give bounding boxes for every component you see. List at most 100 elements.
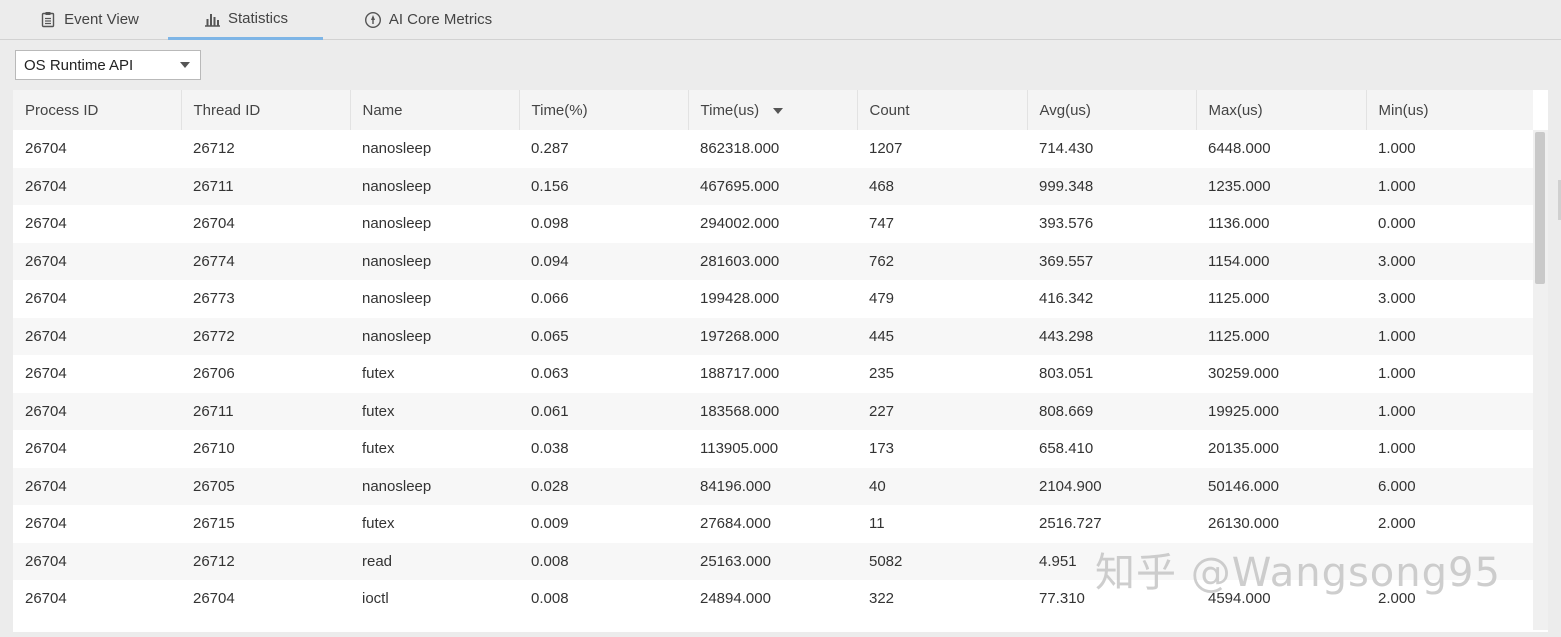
api-filter-value: OS Runtime API — [24, 56, 134, 74]
table-row[interactable]: 26704 26710 futex 0.038 113905.000 173 658.410… — [13, 430, 1533, 468]
table-cell: 26772 — [181, 317, 350, 355]
tab-bar: Event View Statistics AI Core Metrics — [0, 0, 1561, 40]
table-row[interactable]: 26704 26711 nanosleep 0.156 467695.000 468 999… — [13, 167, 1533, 205]
table-cell: 26704 — [193, 215, 235, 233]
table-cell: 445 — [857, 317, 1027, 355]
table-cell: 199428.000 — [700, 290, 780, 308]
table-cell: 0.066 — [531, 290, 569, 308]
table-cell: 468 — [857, 167, 1027, 205]
table-row[interactable]: 26704 26704 ioctl 0.008 24894.000 322 77.310 45… — [13, 580, 1533, 618]
table-cell: 227 — [857, 392, 1027, 430]
column-header-process-id[interactable]: Process ID — [13, 90, 182, 130]
table-cell: 479 — [869, 290, 895, 308]
table-header-row: Process ID Thread ID Name Time(%) Time(u… — [13, 90, 1533, 130]
table-cell: 26130.000 — [1208, 515, 1279, 533]
table-cell: read — [350, 542, 519, 580]
table-cell: 26774 — [181, 242, 350, 280]
table-cell — [1366, 542, 1533, 580]
table-cell: 0.065 — [519, 317, 688, 355]
window-edge-handle — [1558, 180, 1561, 220]
table-row[interactable]: 26704 26715 futex 0.009 27684.000 11 2516.727 2… — [13, 505, 1533, 543]
table-cell: 26711 — [181, 392, 350, 430]
table-cell: 26704 — [25, 515, 67, 533]
table-cell: 369.557 — [1027, 242, 1196, 280]
table-cell: 0.008 — [531, 590, 569, 608]
column-header-time-percent[interactable]: Time(%) — [519, 90, 689, 130]
table-cell: 467695.000 — [688, 167, 857, 205]
table-cell: 19925.000 — [1196, 392, 1366, 430]
table-row[interactable]: 26704 26705 nanosleep 0.028 84196.000 40 2104.… — [13, 467, 1533, 505]
table-cell: 26704 — [25, 140, 67, 158]
tab-event-view[interactable]: Event View — [14, 0, 164, 39]
table-cell: 26706 — [193, 365, 235, 383]
column-header-thread-id[interactable]: Thread ID — [181, 90, 351, 130]
table-cell: 197268.000 — [688, 317, 857, 355]
table-cell: 393.576 — [1039, 215, 1094, 233]
table-cell: 27684.000 — [700, 515, 771, 533]
table-cell: 26704 — [25, 290, 67, 308]
table-row[interactable]: 26704 26704 nanosleep 0.098 294002.000 747 393… — [13, 205, 1533, 243]
table-cell: 281603.000 — [688, 242, 857, 280]
tab-statistics[interactable]: Statistics — [168, 0, 323, 40]
table-cell: 20135.000 — [1208, 440, 1279, 458]
table-row[interactable]: 26704 26772 nanosleep 0.065 197268.000 445 443… — [13, 317, 1533, 355]
table-cell: 0.028 — [519, 467, 688, 505]
statistics-table: Process ID Thread ID Name Time(%) Time(u… — [13, 90, 1548, 632]
table-cell: 1.000 — [1378, 440, 1416, 458]
tab-ai-core-metrics[interactable]: AI Core Metrics — [338, 0, 518, 39]
column-header-min-us[interactable]: Min(us) — [1366, 90, 1533, 130]
table-body: 26704 26712 nanosleep 0.287 862318.000 1207 71… — [13, 130, 1533, 618]
table-cell: 2.000 — [1378, 590, 1416, 608]
table-cell: 1.000 — [1378, 140, 1416, 158]
table-cell: 84196.000 — [688, 467, 857, 505]
table-cell: nanosleep — [350, 167, 519, 205]
table-row[interactable]: 26704 26712 nanosleep 0.287 862318.000 1207 71… — [13, 130, 1533, 168]
table-row[interactable]: 26704 26774 nanosleep 0.094 281603.000 762 369… — [13, 242, 1533, 280]
table-cell: 0.061 — [519, 392, 688, 430]
table-cell: 26711 — [181, 167, 350, 205]
table-cell: 26715 — [193, 515, 235, 533]
table-cell: 4.951 — [1027, 542, 1196, 580]
table-cell: 747 — [869, 215, 895, 233]
table-cell: 30259.000 — [1208, 365, 1279, 383]
table-cell: 26704 — [13, 167, 181, 205]
table-cell: 0.000 — [1378, 215, 1416, 233]
table-row[interactable]: 26704 26773 nanosleep 0.066 199428.000 479 416… — [13, 280, 1533, 318]
table-cell: 11 — [869, 515, 885, 533]
table-cell: nanosleep — [350, 242, 519, 280]
table-cell: 3.000 — [1366, 242, 1533, 280]
table-cell: 0.156 — [519, 167, 688, 205]
table-cell: 1.000 — [1378, 365, 1416, 383]
table-cell: 3.000 — [1378, 290, 1416, 308]
column-header-avg-us[interactable]: Avg(us) — [1027, 90, 1197, 130]
table-cell: futex — [362, 440, 395, 458]
bar-chart-icon — [203, 10, 221, 28]
table-cell: 26704 — [25, 215, 67, 233]
column-header-time-us[interactable]: Time(us) — [688, 90, 858, 130]
table-cell: 1235.000 — [1196, 167, 1366, 205]
table-cell: 2516.727 — [1039, 515, 1102, 533]
table-row[interactable]: 26704 26712 read 0.008 25163.000 5082 4.951 — [13, 542, 1533, 580]
column-header-name[interactable]: Name — [350, 90, 520, 130]
table-cell: 183568.000 — [688, 392, 857, 430]
table-cell: 26704 — [13, 317, 181, 355]
api-filter-select[interactable]: OS Runtime API — [15, 50, 201, 80]
column-header-count[interactable]: Count — [857, 90, 1028, 130]
vertical-scrollbar[interactable] — [1533, 130, 1548, 630]
table-cell: 26704 — [25, 440, 67, 458]
table-cell: 26773 — [193, 290, 235, 308]
table-cell: 26704 — [13, 242, 181, 280]
table-cell: 1.000 — [1366, 317, 1533, 355]
chevron-down-icon[interactable] — [180, 62, 190, 68]
table-cell: 999.348 — [1027, 167, 1196, 205]
table-row[interactable]: 26704 26711 futex 0.061 183568.000 227 808.669… — [13, 392, 1533, 430]
table-row[interactable]: 26704 26706 futex 0.063 188717.000 235 803.051… — [13, 355, 1533, 393]
table-cell: 5082 — [857, 542, 1027, 580]
column-header-max-us[interactable]: Max(us) — [1196, 90, 1367, 130]
table-cell: 862318.000 — [700, 140, 780, 158]
table-cell: 0.094 — [519, 242, 688, 280]
table-cell: 188717.000 — [700, 365, 780, 383]
table-cell: 1136.000 — [1208, 215, 1270, 233]
scrollbar-thumb[interactable] — [1535, 132, 1545, 284]
table-cell: 26712 — [193, 140, 235, 158]
